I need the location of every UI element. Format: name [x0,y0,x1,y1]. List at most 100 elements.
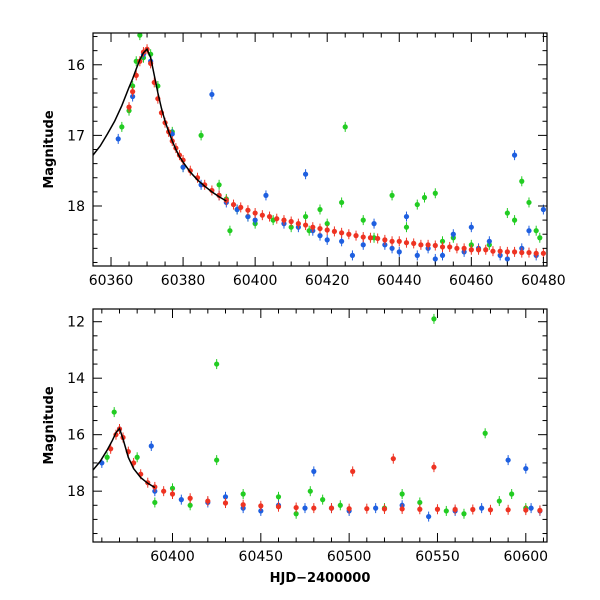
data-point [434,506,441,512]
data-point [302,505,308,511]
data-point [431,316,437,322]
data-point [526,249,532,256]
data-point [293,511,299,517]
data-point [490,248,496,254]
data-point [152,499,158,506]
data-point [497,248,503,254]
data-point [288,224,294,230]
data-point [324,237,330,243]
data-point [496,498,502,504]
data-point [216,182,222,188]
data-point [452,506,458,513]
data-point [540,206,546,213]
data-point [245,213,251,220]
data-point [373,505,379,511]
data-point [178,497,184,503]
data-point [519,178,525,184]
data-point [288,218,294,225]
data-point [382,237,388,243]
data-point [486,238,492,244]
data-point [331,228,338,235]
top-panel: 60360 60380 60400 60420 60440 60460 60480 16 17 1… [42,32,566,289]
bottom-panel-data-points [99,313,543,522]
data-point [169,491,176,497]
x-tick-label: 60460 [449,273,494,289]
x-tick-label: 60360 [89,273,134,289]
data-point [252,210,258,216]
data-point [439,244,446,250]
data-point [505,457,511,463]
data-point [479,505,485,511]
data-point [187,502,193,508]
data-point [454,245,460,251]
top-panel-frame [92,32,548,267]
x-tick-label: 60400 [233,273,278,289]
data-point [417,506,423,512]
data-point [342,124,348,130]
data-point [389,192,395,198]
y-tick-label: 16 [67,58,85,74]
data-point [187,495,193,501]
data-point [205,498,211,504]
data-point [346,506,352,512]
data-point [240,502,246,508]
data-point [537,507,543,513]
data-point [337,502,343,508]
x-tick-label: 60400 [150,549,195,565]
data-point [245,207,251,213]
bottom-panel-x-axis-label: HJD−2400000 [270,571,371,586]
data-point [252,217,258,223]
y-tick-label: 14 [67,371,85,387]
data-point [403,240,410,246]
data-point [320,497,326,503]
data-point [504,249,510,255]
data-point [134,454,140,460]
data-point [523,507,529,513]
data-point [450,231,456,237]
top-panel-y-axis-label: Magnitude [42,110,57,189]
data-point [295,221,301,227]
data-point [475,247,482,253]
data-point [482,430,488,436]
x-tick-label: 60450 [239,549,284,565]
data-point [389,238,395,244]
data-point [148,443,154,449]
data-point [180,164,186,170]
data-point [425,242,431,248]
top-panel-ticks [92,33,547,266]
data-point [426,513,432,520]
data-point [390,456,396,462]
data-point [371,221,377,227]
data-point [421,194,428,201]
data-point [311,468,317,474]
data-point [487,507,494,513]
data-point [431,464,437,470]
data-point [350,468,356,474]
data-point [281,217,287,223]
data-point [399,506,405,512]
y-tick-label: 18 [67,484,85,500]
data-point [214,457,220,463]
data-point [311,505,317,511]
data-point [266,213,273,220]
x-tick-label: 60500 [327,549,372,565]
data-point [161,488,167,494]
data-point [209,91,215,98]
data-point [468,224,474,230]
data-point [519,249,525,256]
data-point [302,171,309,177]
data-point [432,190,438,196]
y-tick-label: 12 [67,315,85,331]
data-point [258,508,264,514]
data-point [349,252,356,259]
bottom-panel-tick-labels: 60400 60450 60500 60550 60600 12 14 16 18 [67,315,548,565]
bottom-panel-frame [92,308,548,543]
data-point [367,235,374,241]
data-point [375,235,381,242]
data-point [275,494,282,500]
data-point [317,206,323,213]
data-point [511,217,518,223]
data-point [360,242,366,248]
data-point [302,222,309,228]
